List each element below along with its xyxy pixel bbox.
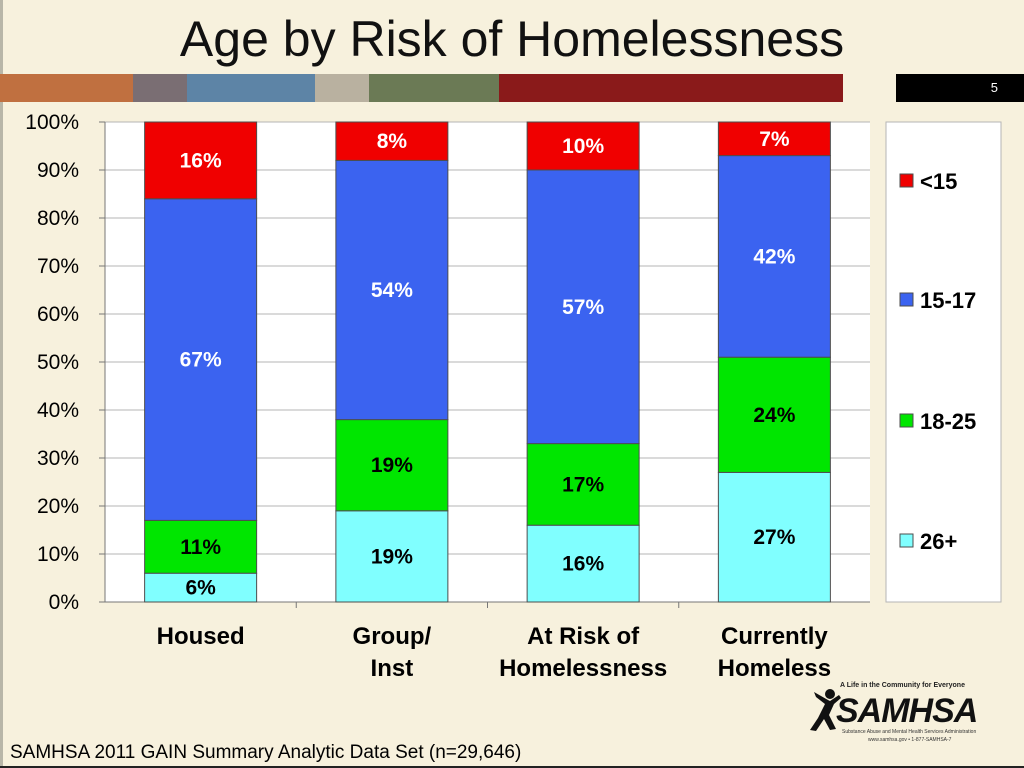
bar-segment: [717, 471, 831, 603]
data-label: 19%: [371, 545, 413, 568]
bar-segment: [144, 519, 258, 574]
band-segment: [187, 74, 315, 102]
legend-label: <15: [920, 169, 957, 194]
decorative-color-band: [0, 74, 843, 102]
legend-box: [885, 121, 1002, 603]
y-tick-label: 20%: [37, 495, 79, 518]
footer-line: [0, 766, 1024, 768]
legend-label: 15-17: [920, 288, 976, 313]
page-number-box: 5: [896, 74, 1024, 102]
x-category-label: Homeless: [718, 655, 831, 682]
data-label: 17%: [562, 473, 604, 496]
y-tick-label: 90%: [37, 159, 79, 182]
logo-tagline: A Life in the Community for Everyone: [840, 682, 965, 689]
data-label: 7%: [759, 128, 790, 151]
legend-swatch: [899, 533, 914, 548]
legend-label: 18-25: [920, 409, 976, 434]
bar-segment: [335, 121, 449, 161]
bar-segment: [526, 524, 640, 603]
x-category-label: Inst: [371, 655, 414, 682]
x-category-label: At Risk of: [527, 623, 640, 650]
samhsa-logo: A Life in the Community for Everyone SAM…: [808, 682, 978, 744]
legend-swatch: [899, 173, 914, 188]
band-segment: [133, 74, 187, 102]
data-label: 8%: [377, 130, 408, 153]
person-figure-icon: [810, 689, 841, 731]
bar-segment: [144, 572, 258, 603]
y-tick-label: 40%: [37, 399, 79, 422]
data-label: 24%: [753, 404, 795, 427]
data-label: 11%: [180, 536, 221, 559]
x-category-label: Group/: [353, 623, 432, 650]
legend-swatch: [899, 413, 914, 428]
bar-segment: [335, 159, 449, 421]
bar-segment: [144, 121, 258, 200]
slide-left-edge: [0, 0, 3, 768]
bar-segment: [717, 121, 831, 157]
slide-title: Age by Risk of Homelessness: [179, 11, 845, 67]
bar-segment: [144, 198, 258, 521]
band-segment: [0, 74, 133, 102]
data-label: 57%: [562, 296, 604, 319]
logo-web: www.samhsa.gov • 1-877-SAMHSA-7: [868, 737, 952, 743]
data-label: 10%: [562, 135, 604, 158]
band-segment: [499, 74, 843, 102]
band-segment: [315, 74, 369, 102]
footer-source: SAMHSA 2011 GAIN Summary Analytic Data S…: [10, 742, 522, 763]
data-label: 16%: [180, 149, 222, 172]
legend-swatch: [899, 292, 914, 307]
y-tick-label: 30%: [37, 447, 79, 470]
y-tick-label: 50%: [37, 351, 79, 374]
data-label: 42%: [753, 245, 795, 268]
y-tick-label: 60%: [37, 303, 79, 326]
y-tick-label: 70%: [37, 255, 79, 278]
stacked-bar-chart: 0% 10% 20% 30% 40% 50% 60% 70% 80% 90% 100% 6% 11% 67…: [25, 111, 1002, 682]
bar-segment: [526, 443, 640, 526]
y-tick-label: 10%: [37, 543, 79, 566]
y-tick-label: 0%: [49, 591, 79, 614]
data-label: 27%: [753, 526, 795, 549]
bar-segment: [717, 356, 831, 473]
x-category-label: Homelessness: [499, 655, 667, 682]
bar-segment: [526, 169, 640, 445]
logo-subtitle: Substance Abuse and Mental Health Servic…: [842, 729, 977, 735]
band-segment: [369, 74, 499, 102]
data-label: 67%: [180, 349, 222, 372]
x-category-label: Currently: [721, 623, 828, 650]
data-label: 6%: [185, 577, 216, 600]
legend-label: 26+: [920, 529, 957, 554]
y-tick-label: 80%: [37, 207, 79, 230]
bar-segment: [335, 510, 449, 603]
logo-name: SAMHSA: [836, 692, 978, 730]
bar-segment: [335, 419, 449, 512]
page-number: 5: [990, 80, 998, 95]
x-category-label: Housed: [157, 623, 245, 650]
data-label: 19%: [371, 454, 413, 477]
data-label: 16%: [562, 553, 604, 576]
data-label: 54%: [371, 279, 413, 302]
y-tick-label: 100%: [25, 111, 79, 134]
bar-segment: [526, 121, 640, 171]
